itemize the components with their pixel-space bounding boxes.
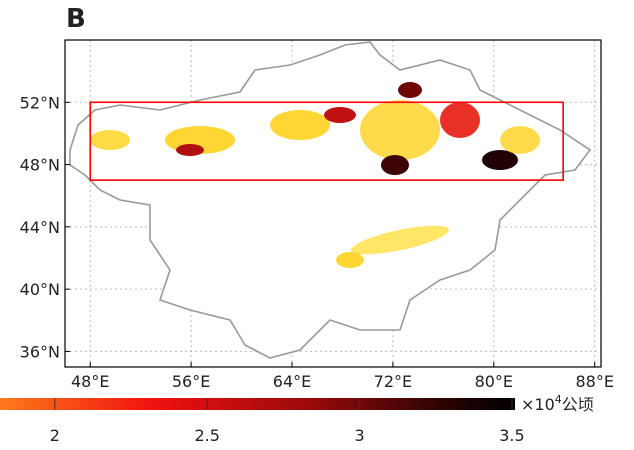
- unit-exponent: 4: [555, 393, 562, 406]
- x-tick-label: 56°E: [172, 372, 210, 391]
- colorbar: [0, 398, 515, 410]
- colorbar-tick-label: 2: [50, 426, 60, 445]
- colorbar-unit: ×104公顷: [521, 393, 594, 414]
- panel-label: B: [66, 4, 86, 34]
- unit-name: 公顷: [562, 395, 594, 414]
- x-tick-label: 88°E: [575, 372, 613, 391]
- highlight-box: [89, 101, 564, 181]
- x-tick-label: 80°E: [475, 372, 513, 391]
- country-outline: [69, 41, 592, 359]
- x-tick-label: 48°E: [71, 372, 109, 391]
- y-tick-label: 52°N: [20, 93, 60, 112]
- colorbar-tick-label: 3: [354, 426, 364, 445]
- y-tick-label: 36°N: [20, 342, 60, 361]
- y-tick-label: 40°N: [20, 280, 60, 299]
- y-tick-label: 48°N: [20, 156, 60, 175]
- colorbar-tick-label: 2.5: [194, 426, 219, 445]
- map-overlay: [65, 101, 596, 367]
- x-tick-label: 72°E: [374, 372, 412, 391]
- unit-prefix: ×10: [521, 395, 555, 414]
- colorbar-axis: 2 2.5 3 3.5: [50, 398, 525, 445]
- x-tick-label: 64°E: [273, 372, 311, 391]
- colorbar-tick-label: 3.5: [499, 426, 524, 445]
- cropland-hotspots: [90, 82, 540, 268]
- map-frame: [64, 39, 602, 368]
- y-tick-label: 44°N: [20, 218, 60, 237]
